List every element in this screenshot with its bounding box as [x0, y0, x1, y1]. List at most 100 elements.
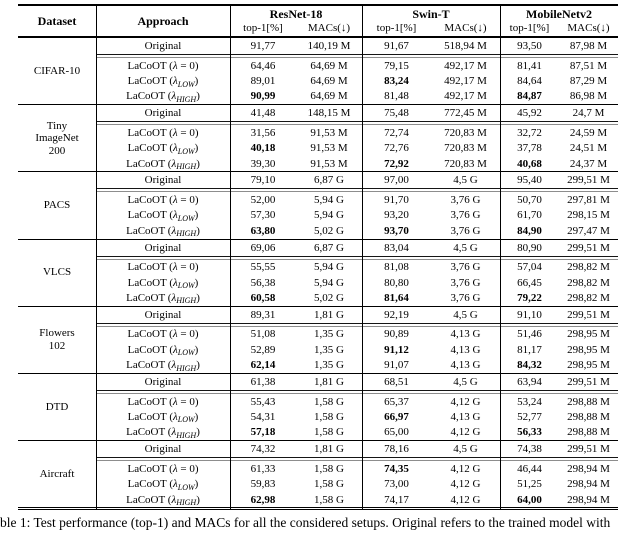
macs-cell: 140,19 M [307, 40, 351, 52]
table-row: LaCoOT (λHIGH) 39,30 91,53 M 72,92 720,83 M 4… [96, 156, 618, 172]
group-rows: Original 69,06 6,87 G 83,04 4,5 G 80,90 299,51… [96, 240, 618, 306]
dataset-label-line: VLCS [42, 266, 72, 279]
approach-label-part: = 0) [177, 328, 199, 341]
top1-cell: 93,20 [384, 209, 409, 222]
top1-cell: 79,15 [384, 59, 409, 72]
top1-cell: 91,10 [517, 308, 542, 321]
top1-cell: 84,64 [517, 75, 542, 88]
top1-cell: 91,07 [384, 359, 409, 372]
table-row: LaCoOT (λLOW) 54,31 1,58 G 66,97 4,13 G 52,77… [96, 409, 618, 425]
approach-label-part: LaCoOT ( [126, 90, 172, 103]
top1-cell: 80,80 [384, 276, 409, 289]
macs-cell: 4,12 G [450, 462, 481, 475]
table-row: Original 79,10 6,87 G 97,00 4,5 G 95,40 299,51… [96, 172, 618, 188]
approach-cell: LaCoOT (λHIGH) [96, 292, 230, 306]
approach-label-part: Original [144, 174, 182, 187]
macs-cell: 86,98 M [569, 90, 608, 103]
macs-cell: 298,82 M [567, 276, 610, 289]
approach-label-part: LaCoOT ( [127, 142, 173, 155]
approach-label-part: ) [194, 478, 199, 491]
macs-cell: 4,13 G [450, 410, 481, 423]
approach-cell: LaCoOT (λ = 0) [96, 194, 230, 206]
top1-cell: 63,94 [517, 375, 542, 388]
approach-label-part: Original [144, 443, 182, 456]
macs-cell: 24,51 M [569, 142, 608, 155]
approach-cell: LaCoOT (λLOW) [96, 277, 230, 291]
approach-label-part: Original [144, 308, 182, 321]
macs-cell: 298,95 M [567, 343, 610, 356]
macs-cell: 298,88 M [567, 410, 610, 423]
table-row: Original 89,31 1,81 G 92,19 4,5 G 91,10 299,51… [96, 307, 618, 323]
approach-label-part: HIGH [176, 94, 197, 104]
table-row: LaCoOT (λHIGH) 62,98 1,58 G 74,17 4,12 G 64,0… [96, 492, 618, 508]
macs-cell: 1,58 G [314, 426, 344, 439]
approach-label-part: ) [194, 142, 199, 155]
column-separator [362, 6, 363, 511]
macs-cell: 299,51 M [567, 174, 610, 187]
group-rows: Original 74,32 1,81 G 78,16 4,5 G 74,38 299,51… [96, 441, 618, 507]
approach-label-part: ) [194, 209, 199, 222]
top1-cell: 57,18 [250, 426, 276, 439]
approach-label-part: LaCoOT ( [127, 395, 173, 408]
approach-label-part: LaCoOT ( [127, 462, 173, 475]
macs-cell: 298,95 M [567, 328, 610, 341]
approach-label-part: LaCoOT ( [126, 493, 172, 506]
approach-label-part: HIGH [176, 162, 197, 172]
approach-cell: LaCoOT (λLOW) [96, 209, 230, 223]
approach-cell: Original [96, 242, 230, 254]
approach-label-part: λ [172, 462, 178, 475]
approach-label-part: Original [144, 40, 182, 52]
macs-cell: 299,51 M [567, 308, 610, 321]
approach-cell: LaCoOT (λHIGH) [96, 225, 230, 239]
approach-label-part: λ [173, 343, 178, 356]
top1-cell: 79,22 [517, 291, 542, 304]
top1-cell: 81,64 [384, 291, 409, 304]
approach-cell: LaCoOT (λHIGH) [96, 493, 230, 508]
macs-cell: 492,17 M [444, 75, 487, 88]
approach-cell: LaCoOT (λ = 0) [96, 60, 230, 72]
top1-cell: 65,00 [384, 426, 409, 439]
approach-label-part: HIGH [176, 363, 197, 373]
top1-cell: 84,87 [517, 90, 542, 103]
macs-cell: 299,51 M [567, 241, 610, 254]
macs-cell: 298,15 M [567, 209, 610, 222]
approach-label-part: ) [194, 410, 199, 423]
approach-label-part: LOW [177, 482, 195, 492]
top1-cell: 89,31 [250, 308, 276, 321]
approach-cell: Original [96, 107, 230, 119]
approach-cell: Original [96, 174, 230, 186]
top1-cell: 51,08 [250, 328, 276, 341]
macs-cell: 3,76 G [450, 209, 481, 222]
header-top1: top-1[%] [243, 22, 283, 34]
header-model-swint: Swin-T [412, 6, 450, 21]
macs-cell: 4,12 G [450, 478, 481, 491]
macs-cell: 1,35 G [314, 359, 344, 372]
approach-cell: LaCoOT (λLOW) [96, 410, 230, 425]
approach-label-part: LOW [177, 415, 195, 425]
top1-cell: 72,74 [384, 126, 409, 139]
group-rows: Original 79,10 6,87 G 97,00 4,5 G 95,40 299,51… [96, 172, 618, 238]
table-bottom-rule [18, 507, 618, 511]
dataset-label-line: ImageNet [35, 132, 79, 144]
macs-cell: 1,81 G [314, 308, 344, 321]
approach-label-part: LaCoOT ( [127, 126, 173, 139]
approach-label-part: ) [196, 426, 200, 439]
macs-cell: 91,53 M [310, 157, 348, 170]
approach-label-part: HIGH [176, 229, 197, 239]
top1-cell: 62,14 [250, 359, 276, 372]
macs-cell: 298,95 M [567, 359, 610, 372]
macs-cell: 91,53 M [310, 142, 348, 155]
top1-cell: 81,17 [517, 343, 542, 356]
approach-label-part: LOW [177, 146, 195, 156]
top1-cell: 60,58 [250, 291, 276, 304]
macs-cell: 772,45 M [444, 107, 487, 120]
approach-cell: Original [96, 309, 230, 321]
table-row: LaCoOT (λHIGH) 60,58 5,02 G 81,64 3,76 G 79,2… [96, 290, 618, 306]
approach-label-part: = 0) [177, 59, 199, 72]
macs-cell: 64,69 M [310, 90, 348, 103]
table-row: LaCoOT (λLOW) 52,89 1,35 G 91,12 4,13 G 81,17… [96, 342, 618, 358]
header-approach: Approach [137, 13, 189, 28]
group-rows: Original 61,38 1,81 G 68,51 4,5 G 63,94 299,51… [96, 374, 618, 440]
macs-cell: 3,76 G [450, 291, 481, 304]
approach-label-part: LaCoOT ( [126, 426, 172, 439]
